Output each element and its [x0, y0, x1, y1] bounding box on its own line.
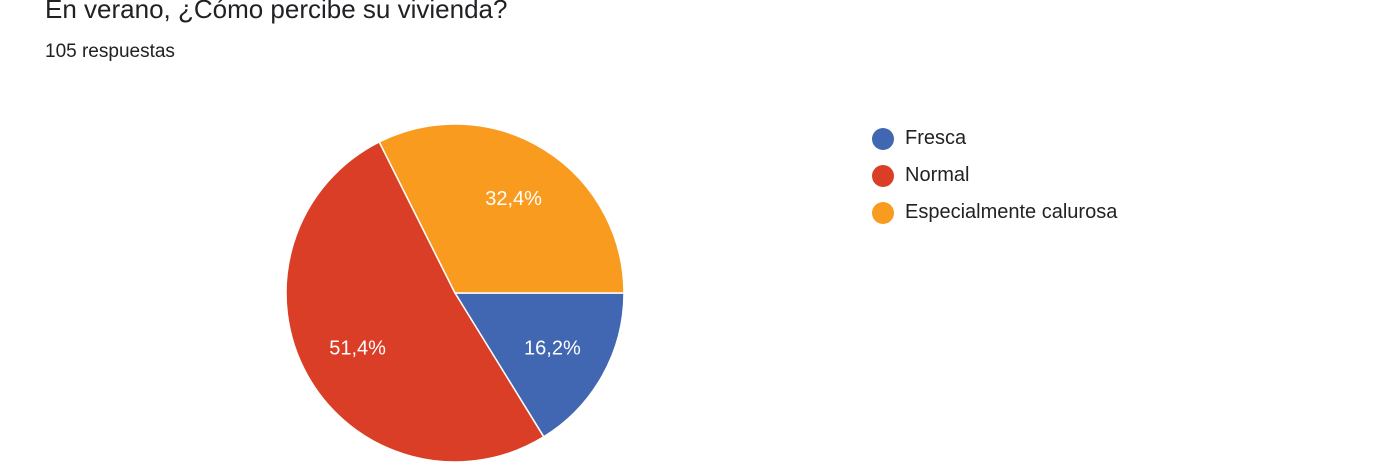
legend-swatch — [872, 164, 894, 187]
legend-item[interactable]: Fresca — [872, 120, 1117, 157]
legend-label: Normal — [905, 164, 970, 186]
slice-label: 32,4% — [485, 188, 542, 210]
legend-label: Fresca — [905, 127, 967, 149]
legend: Fresca Normal Especialmente calurosa — [872, 120, 1117, 231]
response-count: 105 respuestas — [45, 41, 175, 62]
slice-label: 51,4% — [329, 337, 386, 359]
slice-label: 16,2% — [524, 337, 581, 359]
legend-swatch — [872, 127, 894, 150]
legend-swatch — [872, 201, 894, 224]
pie-slice-normal[interactable] — [285, 140, 545, 463]
legend-item[interactable]: Normal — [872, 157, 1117, 194]
legend-item[interactable]: Especialmente calurosa — [872, 194, 1117, 231]
pie-slice-especialmente-calurosa[interactable] — [378, 123, 625, 294]
legend-label: Especialmente calurosa — [905, 201, 1118, 223]
chart-title: En verano, ¿Cómo percibe su vivienda? — [45, 0, 508, 24]
pie-slice-fresca[interactable] — [453, 292, 625, 438]
